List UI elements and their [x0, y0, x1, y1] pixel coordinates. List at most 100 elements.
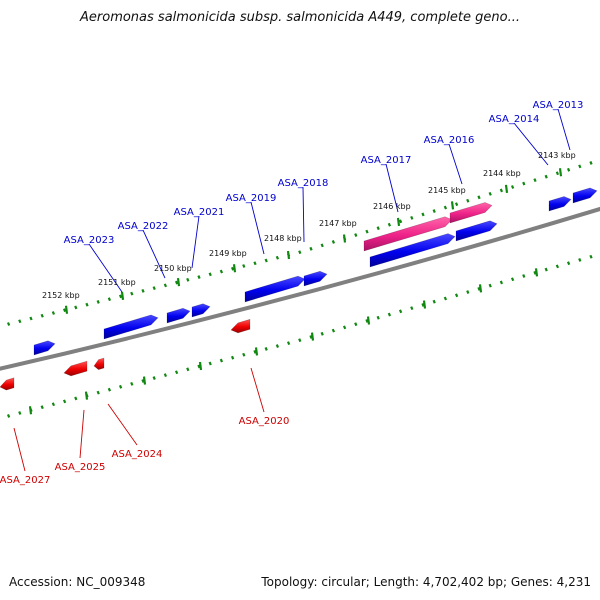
minor-tick	[421, 303, 425, 307]
minor-tick	[51, 311, 56, 315]
leader-line	[191, 215, 200, 269]
outer-tick-ring	[6, 161, 593, 326]
minor-tick	[51, 402, 56, 407]
minor-tick	[499, 280, 504, 285]
gene-label: ASA_2024	[112, 449, 163, 460]
minor-tick	[107, 387, 112, 392]
major-tick	[198, 361, 203, 371]
gene-label: ASA_2019	[226, 193, 277, 204]
minor-tick	[398, 219, 403, 224]
minor-tick	[230, 355, 235, 360]
kbp-label: 2145 kbp	[428, 186, 466, 195]
minor-tick	[309, 246, 313, 251]
minor-tick	[510, 185, 515, 189]
major-tick	[504, 184, 509, 193]
minor-tick	[477, 195, 481, 200]
minor-tick	[40, 405, 44, 410]
leader-line	[448, 143, 463, 185]
gene-features	[0, 187, 598, 391]
minor-tick	[253, 349, 257, 354]
minor-tick	[174, 370, 179, 375]
minor-tick	[488, 191, 492, 196]
minor-tick	[141, 379, 145, 383]
minor-tick	[152, 376, 156, 380]
minor-tick	[298, 338, 302, 343]
gene-label: ASA_2020	[239, 416, 290, 427]
minor-tick	[376, 315, 380, 320]
major-tick	[478, 284, 483, 293]
minor-tick	[174, 280, 179, 285]
kbp-label: 2148 kbp	[264, 234, 302, 243]
minor-tick	[163, 373, 168, 378]
highlighted-gene-arrow	[363, 216, 453, 252]
gene-label: ASA_2025	[55, 462, 106, 473]
minor-tick	[578, 164, 582, 169]
minor-tick	[40, 313, 44, 318]
minor-tick	[6, 414, 11, 418]
minor-tick	[555, 171, 560, 176]
minor-tick	[365, 229, 369, 234]
forward-gene-arrow	[455, 220, 498, 242]
leader-line	[250, 201, 265, 255]
kbp-label: 2143 kbp	[538, 151, 576, 160]
accession-text: Accession: NC_009348	[9, 575, 146, 589]
leader-line	[513, 122, 549, 166]
minor-tick	[533, 270, 537, 275]
minor-tick	[197, 364, 201, 369]
gene-label: ASA_2014	[489, 114, 540, 125]
minor-tick	[566, 261, 571, 266]
reverse-gene-arrow	[230, 318, 251, 334]
minor-tick	[387, 222, 392, 227]
minor-tick	[118, 294, 123, 299]
gene-label: ASA_2017	[361, 155, 412, 166]
major-tick	[558, 168, 563, 177]
kbp-label: 2146 kbp	[373, 202, 411, 211]
major-tick	[396, 217, 401, 227]
major-tick	[450, 201, 455, 210]
minor-tick	[342, 325, 347, 330]
major-tick	[342, 234, 347, 243]
minor-tick	[589, 161, 593, 165]
major-tick	[286, 250, 291, 260]
minor-tick	[466, 198, 470, 203]
leader-line	[557, 108, 571, 151]
minor-tick	[230, 266, 235, 271]
minor-tick	[29, 316, 33, 321]
forward-gene-arrow	[166, 307, 191, 324]
major-tick	[310, 332, 315, 341]
minor-tick	[96, 390, 100, 395]
leader-line	[302, 186, 305, 243]
minor-tick	[186, 367, 190, 372]
minor-tick	[443, 296, 448, 301]
minor-tick	[264, 347, 268, 351]
minor-tick	[454, 202, 459, 207]
leader-line	[88, 243, 123, 293]
minor-tick	[522, 274, 526, 278]
reverse-gene-arrow	[93, 357, 105, 370]
forward-gene-arrow	[191, 303, 211, 318]
minor-tick	[320, 331, 324, 336]
minor-tick	[432, 209, 436, 213]
forward-gene-arrow	[369, 233, 456, 268]
minor-tick	[253, 261, 257, 266]
minor-tick	[443, 205, 448, 210]
minor-tick	[219, 358, 224, 363]
minor-tick	[197, 275, 201, 279]
minor-tick	[130, 291, 134, 296]
minor-tick	[96, 300, 100, 304]
major-tick	[254, 347, 259, 356]
kbp-label: 2150 kbp	[154, 264, 192, 273]
minor-tick	[589, 254, 593, 259]
minor-tick	[354, 322, 358, 327]
minor-tick	[242, 264, 246, 268]
major-tick	[176, 277, 181, 287]
gene-label: ASA_2018	[278, 178, 329, 189]
leader-line	[250, 367, 265, 413]
minor-tick	[365, 319, 369, 323]
major-tick	[120, 291, 125, 301]
minor-tick	[510, 277, 515, 282]
leader-line	[107, 403, 138, 446]
leader-line	[385, 163, 399, 213]
minor-tick	[309, 335, 313, 339]
